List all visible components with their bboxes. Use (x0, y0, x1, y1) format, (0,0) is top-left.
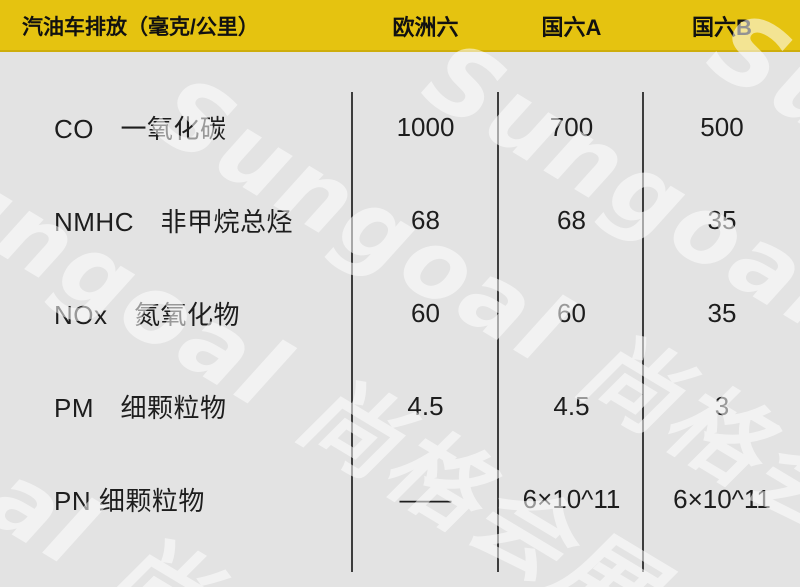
cell-value: 4.5 (407, 391, 444, 421)
cell-value: 700 (549, 112, 594, 142)
row-label: NMHC 非甲烷总烃 (54, 207, 293, 237)
cell-value: 4.5 (553, 391, 590, 421)
table-rows: CO 一氧化碳 1000 700 500 NMHC 非甲烷总烃 68 68 35… (0, 81, 800, 546)
row-label: CO 一氧化碳 (54, 114, 227, 144)
table-body: CO 一氧化碳 1000 700 500 NMHC 非甲烷总烃 68 68 35… (0, 52, 800, 587)
cell-value: 60 (557, 298, 586, 328)
cell-value: 35 (707, 298, 737, 328)
table-row-nmhc: NMHC 非甲烷总烃 68 68 35 (0, 174, 800, 267)
column-header-china6a: 国六A (541, 15, 602, 40)
column-header-china6b: 国六B (692, 15, 752, 40)
cell-value: 1000 (396, 112, 455, 142)
row-label: NOx 氮氧化物 (54, 300, 241, 330)
cell-value: —— (399, 484, 452, 514)
cell-value: 500 (700, 112, 744, 142)
row-label: PN 细颗粒物 (54, 486, 205, 516)
column-divider (497, 92, 499, 572)
cell-value: 3 (714, 391, 730, 421)
cell-value: 68 (411, 205, 440, 235)
cell-value: 35 (707, 205, 737, 235)
cell-value: 68 (557, 205, 586, 235)
cell-value: 6×10^11 (522, 484, 621, 514)
table-title: 汽油车排放（毫克/公里） (22, 16, 259, 39)
table-row-co: CO 一氧化碳 1000 700 500 (0, 81, 800, 174)
table-row-pn: PN 细颗粒物 —— 6×10^11 6×10^11 (0, 453, 800, 546)
table-row-pm: PM 细颗粒物 4.5 4.5 3 (0, 360, 800, 453)
cell-value: 6×10^11 (673, 484, 771, 514)
row-label: PM 细颗粒物 (54, 393, 227, 423)
cell-value: 60 (411, 298, 440, 328)
table-header: 汽油车排放（毫克/公里） 欧洲六 国六A 国六B (0, 0, 800, 52)
column-divider (642, 92, 644, 572)
table-row-nox: NOx 氮氧化物 60 60 35 (0, 267, 800, 360)
column-header-euro6: 欧洲六 (392, 15, 459, 40)
column-divider (351, 92, 353, 572)
